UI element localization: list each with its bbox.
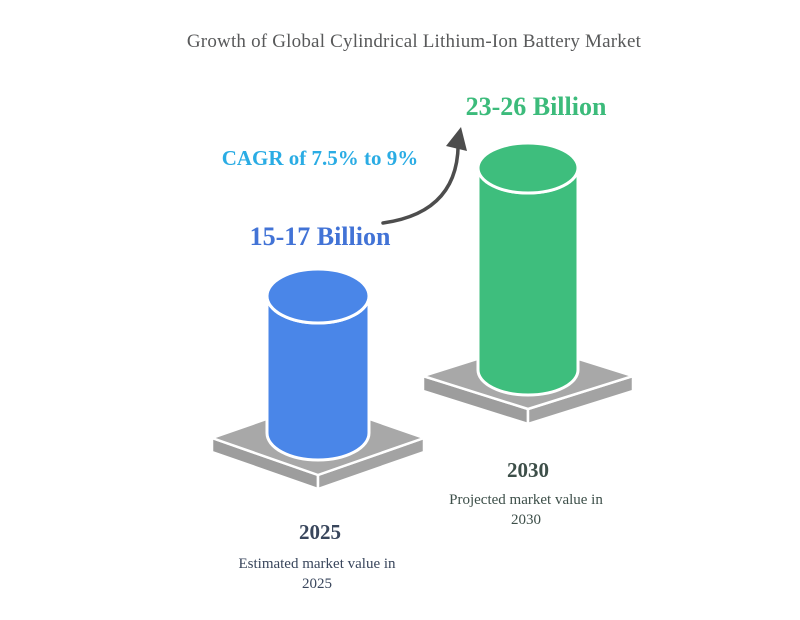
caption-2025-line1: Estimated market value in bbox=[238, 556, 396, 572]
cylinder-2030 bbox=[476, 141, 580, 397]
caption-2025-line2: 2025 bbox=[302, 575, 332, 592]
growth-arrow-icon bbox=[381, 127, 467, 225]
caption-2025: Estimated market value in 2025 bbox=[238, 555, 395, 594]
value-label-2025: 15-17 Billion bbox=[249, 222, 391, 251]
value-label-2030: 23-26 Billion bbox=[465, 92, 607, 121]
category-label-2025: 2025 bbox=[299, 520, 341, 544]
cagr-annotation: CAGR of 7.5% to 9% bbox=[221, 146, 419, 170]
caption-2030-line2: 2030 bbox=[510, 511, 541, 528]
caption-2030-line1: Projected market value in bbox=[449, 492, 603, 508]
category-label-2030: 2030 bbox=[507, 458, 549, 482]
chart-title: Growth of Global Cylindrical Lithium-Ion… bbox=[186, 31, 642, 52]
caption-2030: Projected market value in 2030 bbox=[449, 491, 603, 530]
cylinder-2025 bbox=[265, 267, 371, 462]
